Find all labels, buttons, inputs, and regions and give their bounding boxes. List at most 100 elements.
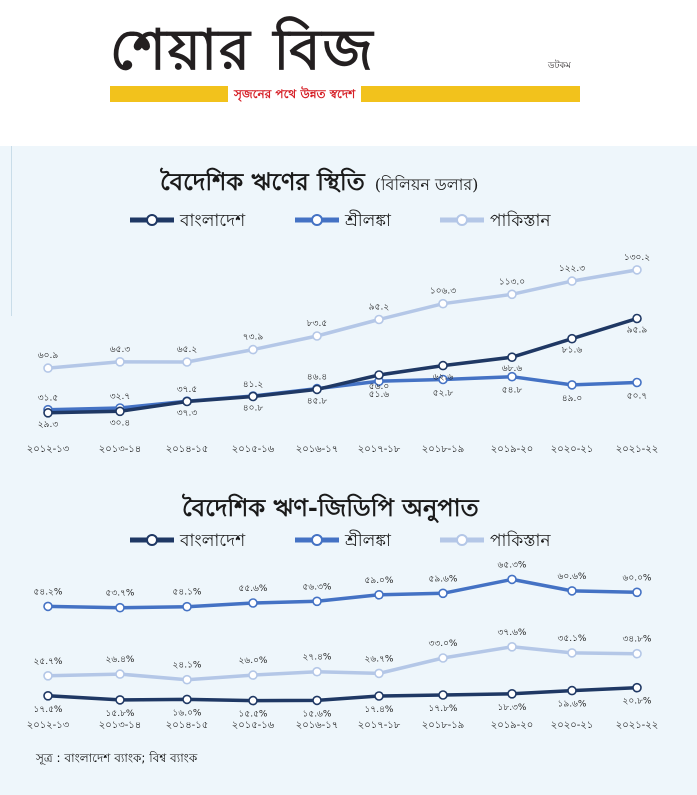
legend-marker-1 [146,534,158,546]
data-point [312,596,322,607]
data-label: ৩৫.১% [558,634,587,644]
data-point [632,265,642,275]
data-point [438,588,448,599]
x-tick-label: ২০২১-২২ [616,720,659,731]
x-tick-label: ২০১৯-২০ [491,444,534,455]
data-label: ২০.৮% [623,697,652,707]
series-line-1 [47,685,638,703]
data-label: ১০৬.৩ [430,287,456,297]
data-point [182,396,192,407]
data-point [182,694,192,705]
data-label: ৫১.৬ [369,390,390,400]
data-label: ৩২.৭ [110,392,130,402]
series-line-1 [47,316,638,415]
legend-marker-2 [311,214,323,226]
data-point [43,691,53,701]
data-label: ১৭.৫% [34,705,63,715]
data-point [248,695,258,706]
data-label: ৬৮.৬ [502,364,523,374]
data-point [507,642,517,652]
x-tick-label: ২০১৮-১৯ [422,720,465,731]
data-point [182,357,192,367]
x-tick-label: ২০১৬-১৭ [296,720,339,731]
data-point [438,653,448,663]
data-label: ২৭.৪% [303,653,332,663]
chart-title: বৈদেশিক ঋণের স্থিতি [159,167,366,196]
legend-marker-3 [456,214,468,226]
legend-label-3: পাকিস্তান [490,210,551,231]
data-point [567,333,577,344]
data-point [632,587,642,598]
data-label: ৩৪.৮% [623,635,652,645]
data-point [312,331,322,341]
data-label: ৫৪.৮ [502,386,523,396]
source-note: সূত্র : বাংলাদেশ ব্যাংক; বিশ্ব ব্যাংক [36,751,198,765]
data-point [567,586,577,596]
x-tick-label: ২০১৮-১৯ [422,444,465,455]
legend-marker-1 [146,214,158,226]
panel-divider [0,146,12,316]
data-point [115,669,125,679]
logo[interactable]: শেয়ার বিজ [110,17,375,83]
data-label: ৯৫.২ [369,303,390,313]
chart-panel [0,146,697,795]
logo-suffix: ডটকম [548,61,571,71]
tagline: সৃজনের পথে উন্নত স্বদেশ [228,84,362,104]
data-point [43,671,53,681]
data-point [115,357,125,367]
data-point [507,371,517,382]
data-point [182,674,192,685]
data-label: ৬৫.৩% [498,560,527,570]
data-point [43,601,53,612]
x-tick-label: ২০১৪-১৫ [166,444,209,455]
data-label: ৫৪.১% [173,588,202,598]
data-point [374,691,384,701]
series-line-3 [47,268,638,370]
x-tick-label: ২০১৯-২০ [491,720,534,731]
data-label: ৭৩.৯ [243,333,264,343]
series-line-2 [47,577,638,610]
x-tick-label: ২০২০-২১ [551,720,594,731]
data-label: ৫৯.০% [365,576,394,586]
data-label: ১৭.৮% [429,704,458,714]
data-point [438,374,448,385]
data-label: ১৭.৪% [365,705,394,715]
data-point [374,370,384,380]
data-label: ২৯.৩ [38,420,59,430]
x-tick-label: ২০১৫-১৬ [232,720,275,731]
series-line-2 [47,374,638,412]
legend-label-3: পাকিস্তান [490,530,551,551]
data-label: ৩৭.৩ [177,409,198,419]
data-label: ১৮.৩% [498,703,527,713]
data-point [374,590,384,600]
data-point [567,648,577,658]
data-label: ৫৫.৬% [239,584,268,594]
data-label: ৪৫.৮ [307,396,328,406]
data-point [632,377,642,388]
data-label: ৫২.৮ [433,389,454,399]
data-point [248,598,258,608]
data-point [507,689,517,699]
legend-marker-2 [311,534,323,546]
data-label: ৪৬.৪ [307,373,327,383]
data-label: ৩৩.০% [429,639,458,649]
data-point [507,289,517,300]
data-point [248,670,258,680]
data-label: ৩৭.৫ [177,385,197,395]
data-label: ২৫.৭% [34,657,63,667]
data-point [438,360,448,371]
x-tick-label: ২০১২-১৩ [27,720,70,731]
data-point [374,668,384,679]
data-label: ৫৪.২% [34,587,63,597]
x-tick-label: ২০১৪-১৫ [166,720,209,731]
data-point [632,648,642,659]
x-tick-label: ২০১২-১৩ [27,444,70,455]
data-label: ৪৯.০ [562,394,582,404]
x-tick-label: ২০১৭-১৮ [358,720,401,731]
x-tick-label: ২০২০-২১ [551,444,594,455]
data-label: ৫৩.৭% [106,589,135,599]
data-label: ৪১.২ [243,380,264,390]
data-label: ১৫.৫% [239,710,268,720]
series-line-3 [47,645,638,682]
legend-label-1: বাংলাদেশ [179,531,246,551]
